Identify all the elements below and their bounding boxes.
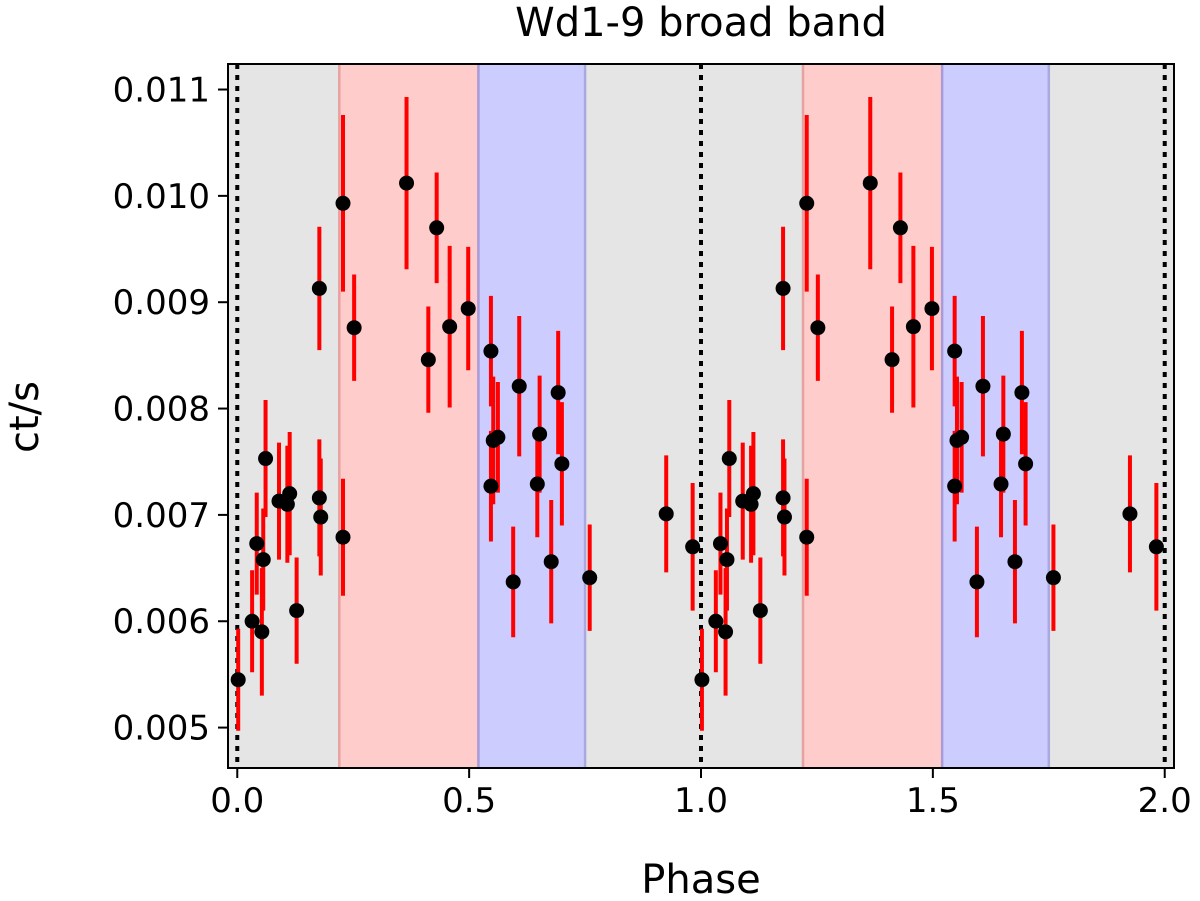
data-point-0-8 bbox=[282, 486, 298, 502]
data-point-0-12 bbox=[313, 509, 329, 525]
data-point-0-21 bbox=[483, 343, 499, 359]
data-point-0-31 bbox=[554, 456, 570, 472]
y-axis: 0.005 0.006 0.007 0.008 0.009 0.010 0.011 bbox=[113, 71, 228, 749]
data-point-0-24 bbox=[490, 429, 506, 445]
data-point-1-4 bbox=[719, 552, 735, 568]
data-point-1-20 bbox=[924, 301, 940, 317]
data-point-0-32 bbox=[582, 570, 598, 586]
data-point-0-28 bbox=[532, 426, 548, 442]
data-point-0-18 bbox=[429, 220, 445, 236]
data-point-1-14 bbox=[799, 529, 815, 545]
data-point-0-29 bbox=[543, 554, 559, 570]
y-tick-label-5: 0.010 bbox=[113, 177, 210, 217]
data-point-0-22 bbox=[483, 478, 499, 494]
y-tick-label-3: 0.008 bbox=[113, 390, 210, 430]
data-point-1-33 bbox=[1122, 506, 1138, 522]
data-point-0-27 bbox=[529, 476, 545, 492]
x-axis-title: Phase bbox=[641, 857, 760, 901]
data-point-0-2 bbox=[249, 536, 265, 552]
chart-title: Wd1-9 broad band bbox=[515, 0, 887, 46]
data-point-1-29 bbox=[1007, 554, 1023, 570]
y-tick-label-0: 0.005 bbox=[113, 709, 210, 749]
data-point-1-32 bbox=[1045, 570, 1061, 586]
phase-band-3 bbox=[585, 64, 804, 768]
data-points bbox=[230, 175, 1164, 688]
data-point-1-25 bbox=[969, 574, 985, 590]
x-tick-label-2: 1.0 bbox=[674, 781, 728, 821]
phase-band-edges bbox=[338, 64, 1051, 768]
phase-bands bbox=[228, 64, 1174, 768]
data-point-1-26 bbox=[975, 378, 991, 394]
data-point-1-34 bbox=[1148, 539, 1164, 555]
data-point-0-5 bbox=[258, 451, 274, 467]
data-point-0-17 bbox=[420, 352, 436, 368]
data-point-1-28 bbox=[995, 426, 1011, 442]
data-point-0-25 bbox=[505, 574, 521, 590]
data-point-1-12 bbox=[776, 509, 792, 525]
y-tick-label-6: 0.011 bbox=[113, 71, 210, 111]
data-point-0-3 bbox=[254, 624, 270, 640]
data-point-0-33 bbox=[658, 506, 674, 522]
x-tick-label-0: 0.0 bbox=[210, 781, 264, 821]
data-point-1-1 bbox=[708, 613, 724, 629]
x-tick-label-1: 0.5 bbox=[442, 781, 496, 821]
data-point-0-20 bbox=[460, 301, 476, 317]
x-axis: 0.0 0.5 1.0 1.5 2.0 bbox=[210, 768, 1192, 821]
data-point-1-17 bbox=[884, 352, 900, 368]
data-point-0-26 bbox=[511, 378, 527, 394]
data-point-1-19 bbox=[905, 319, 921, 335]
data-point-0-34 bbox=[685, 539, 701, 555]
data-point-1-15 bbox=[810, 320, 826, 336]
y-axis-title: ct/s bbox=[2, 381, 48, 453]
data-point-0-16 bbox=[399, 175, 415, 191]
data-point-1-8 bbox=[745, 486, 761, 502]
data-point-1-22 bbox=[947, 478, 963, 494]
data-point-1-9 bbox=[752, 603, 768, 619]
data-point-0-4 bbox=[255, 552, 271, 568]
data-point-1-31 bbox=[1018, 456, 1034, 472]
phase-band-1 bbox=[339, 64, 479, 768]
data-point-0-9 bbox=[289, 603, 305, 619]
x-tick-label-4: 2.0 bbox=[1138, 781, 1192, 821]
data-point-1-13 bbox=[799, 195, 815, 211]
data-point-1-3 bbox=[718, 624, 734, 640]
data-point-0-1 bbox=[244, 613, 260, 629]
data-point-0-19 bbox=[442, 319, 458, 335]
x-tick-label-3: 1.5 bbox=[906, 781, 960, 821]
data-point-1-16 bbox=[862, 175, 878, 191]
phase-band-4 bbox=[803, 64, 943, 768]
data-point-0-15 bbox=[346, 320, 362, 336]
data-point-0-14 bbox=[335, 529, 351, 545]
data-point-0-13 bbox=[335, 195, 351, 211]
data-point-1-10 bbox=[775, 280, 791, 296]
data-point-0-0 bbox=[230, 672, 246, 688]
data-point-1-24 bbox=[954, 429, 970, 445]
data-point-1-0 bbox=[694, 672, 710, 688]
data-point-1-2 bbox=[712, 536, 728, 552]
data-point-0-11 bbox=[311, 490, 327, 506]
data-point-1-5 bbox=[721, 451, 737, 467]
data-point-0-30 bbox=[550, 385, 566, 401]
data-point-1-27 bbox=[993, 476, 1009, 492]
y-tick-label-4: 0.009 bbox=[113, 283, 210, 323]
y-tick-label-1: 0.006 bbox=[113, 602, 210, 642]
data-point-0-10 bbox=[311, 280, 327, 296]
data-point-1-21 bbox=[947, 343, 963, 359]
phase-band-0 bbox=[228, 64, 340, 768]
data-point-1-30 bbox=[1014, 385, 1030, 401]
phase-band-6 bbox=[1048, 64, 1174, 768]
y-tick-label-2: 0.007 bbox=[113, 496, 210, 536]
data-point-1-11 bbox=[775, 490, 791, 506]
plot-area bbox=[227, 63, 1175, 769]
data-point-1-18 bbox=[892, 220, 908, 236]
